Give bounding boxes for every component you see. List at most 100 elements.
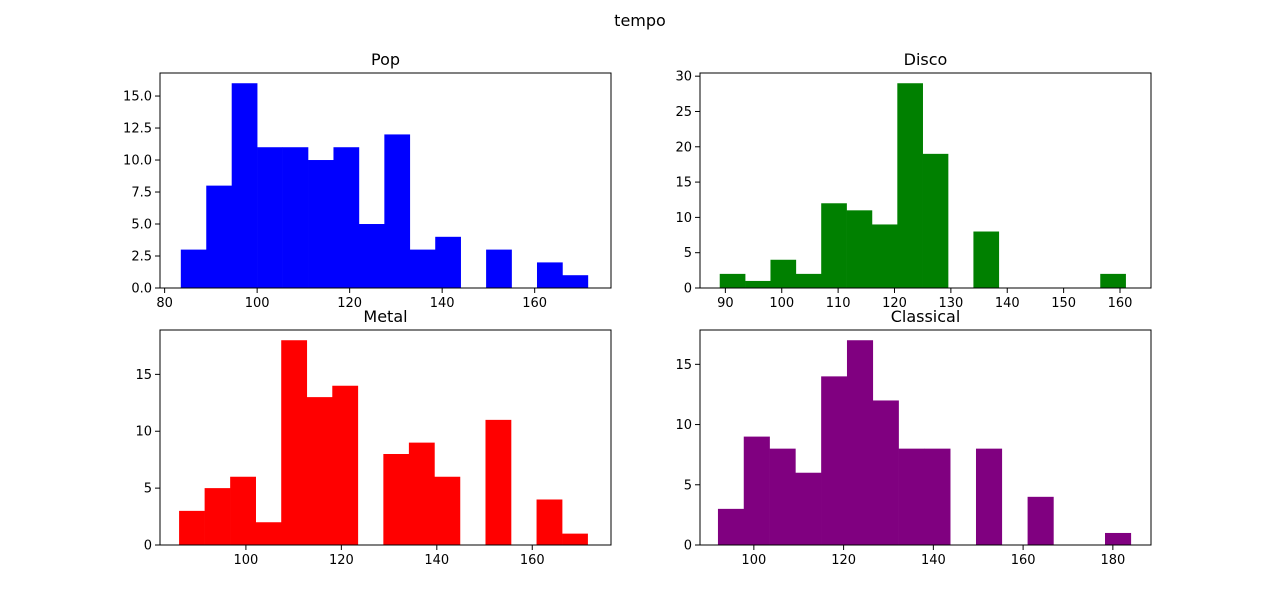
- y-tick-label: 5: [684, 478, 692, 493]
- y-tick-label: 0: [684, 539, 692, 554]
- histogram-bar: [1027, 496, 1054, 545]
- histogram-bar: [408, 442, 435, 545]
- histogram-bar: [898, 448, 925, 545]
- subplot-title: Pop: [371, 50, 400, 69]
- histogram-bar: [255, 522, 282, 545]
- subplot-pop: Pop 80 100 120 140 160 0.0 2.5 5.0 7.5 10.0 12.5 15.…: [123, 50, 612, 311]
- y-tick-label: 15.0: [123, 90, 152, 105]
- histogram-bar: [206, 185, 232, 288]
- y-tick-label: 0.0: [131, 282, 152, 297]
- histogram-bar: [204, 488, 231, 545]
- y-tick-label: 15: [675, 176, 692, 191]
- y-tick-label: 5: [144, 482, 152, 497]
- x-tick-label: 120: [329, 553, 354, 568]
- subplot-title: Metal: [363, 307, 407, 326]
- histogram-bar: [795, 472, 822, 545]
- histogram-bar: [871, 224, 898, 288]
- subplot-title: Classical: [891, 307, 961, 326]
- histogram-bar: [230, 476, 256, 545]
- x-tick-label: 140: [921, 553, 946, 568]
- y-tick-label: 0: [144, 539, 152, 554]
- histogram-bar: [795, 273, 822, 288]
- x-tick-label: 120: [831, 553, 856, 568]
- x-tick-label: 100: [233, 553, 258, 568]
- x-tick-label: 130: [938, 296, 963, 311]
- axes-frame: [699, 72, 1152, 289]
- histogram-bar: [358, 224, 385, 288]
- histogram-bar: [332, 385, 359, 545]
- y-tick-label: 5: [684, 246, 692, 261]
- histogram-bar: [384, 134, 411, 288]
- histogram-bar: [536, 499, 563, 545]
- histogram-bar: [282, 147, 309, 288]
- y-tick-label: 25: [675, 105, 692, 120]
- histogram-bar: [975, 448, 1003, 545]
- histogram-bar: [562, 533, 588, 545]
- subplot-metal: Metal 100 120 140 160 0 5 10 15: [135, 307, 612, 568]
- figure-title: tempo: [614, 11, 666, 30]
- histogram-bar: [485, 419, 512, 545]
- x-tick-label: 110: [826, 296, 851, 311]
- x-tick-label: 100: [741, 553, 766, 568]
- histogram-bar: [180, 249, 207, 288]
- histogram-bar: [1105, 532, 1132, 545]
- histogram-bar: [924, 448, 951, 545]
- y-tick-label: 10: [675, 418, 692, 433]
- histogram-bar: [846, 210, 873, 288]
- x-tick-label: 100: [245, 296, 270, 311]
- histogram-bar: [179, 510, 205, 545]
- histogram-bar: [821, 203, 847, 288]
- histogram-bar: [743, 436, 770, 545]
- subplot-disco: Disco 90 100 110 120 130 140 150 160 0 5 10 15 20 25 30: [675, 50, 1152, 311]
- x-tick-label: 160: [1108, 296, 1133, 311]
- histogram-bar: [257, 147, 283, 288]
- histogram-bar: [562, 275, 589, 288]
- histogram-bar: [306, 397, 333, 545]
- y-tick-label: 15: [675, 358, 692, 373]
- y-tick-label: 2.5: [131, 250, 152, 265]
- axes-frame: [159, 72, 612, 289]
- y-tick-label: 30: [675, 70, 692, 85]
- axes-frame: [699, 329, 1152, 546]
- x-tick-label: 80: [156, 296, 173, 311]
- histogram-bar: [333, 147, 360, 288]
- histogram-bar: [745, 280, 771, 288]
- histogram-bar: [973, 231, 1000, 288]
- y-tick-label: 5.0: [131, 218, 152, 233]
- histogram-bar: [922, 153, 949, 288]
- histogram-bar: [435, 236, 461, 288]
- x-tick-label: 160: [520, 553, 545, 568]
- y-tick-label: 10: [675, 211, 692, 226]
- histogram-bar: [409, 249, 436, 288]
- x-tick-label: 140: [424, 553, 449, 568]
- x-tick-label: 100: [769, 296, 794, 311]
- histogram-bar: [281, 340, 308, 545]
- histogram-bar: [719, 273, 746, 288]
- subplot-classical: Classical 100 120 140 160 180 0 5 10 15: [675, 307, 1152, 568]
- histogram-bar: [231, 83, 258, 288]
- x-tick-label: 150: [1051, 296, 1076, 311]
- x-tick-label: 120: [337, 296, 362, 311]
- histogram-bar: [821, 376, 848, 545]
- axes-frame: [159, 329, 612, 546]
- y-tick-label: 7.5: [131, 186, 152, 201]
- histogram-bar: [1100, 273, 1126, 288]
- histogram-bar: [308, 160, 334, 288]
- y-tick-label: 12.5: [123, 122, 152, 137]
- histogram-bar: [434, 476, 461, 545]
- x-tick-label: 140: [995, 296, 1020, 311]
- x-tick-label: 160: [1011, 553, 1036, 568]
- x-tick-label: 90: [717, 296, 734, 311]
- histogram-bar: [486, 249, 512, 288]
- histogram-bar: [846, 340, 874, 545]
- histogram-bar: [536, 262, 563, 288]
- y-tick-label: 10: [135, 425, 152, 440]
- subplot-title: Disco: [904, 50, 948, 69]
- y-tick-label: 10.0: [123, 154, 152, 169]
- x-tick-label: 120: [882, 296, 907, 311]
- y-tick-label: 0: [684, 282, 692, 297]
- x-tick-label: 140: [430, 296, 455, 311]
- x-tick-label: 160: [522, 296, 547, 311]
